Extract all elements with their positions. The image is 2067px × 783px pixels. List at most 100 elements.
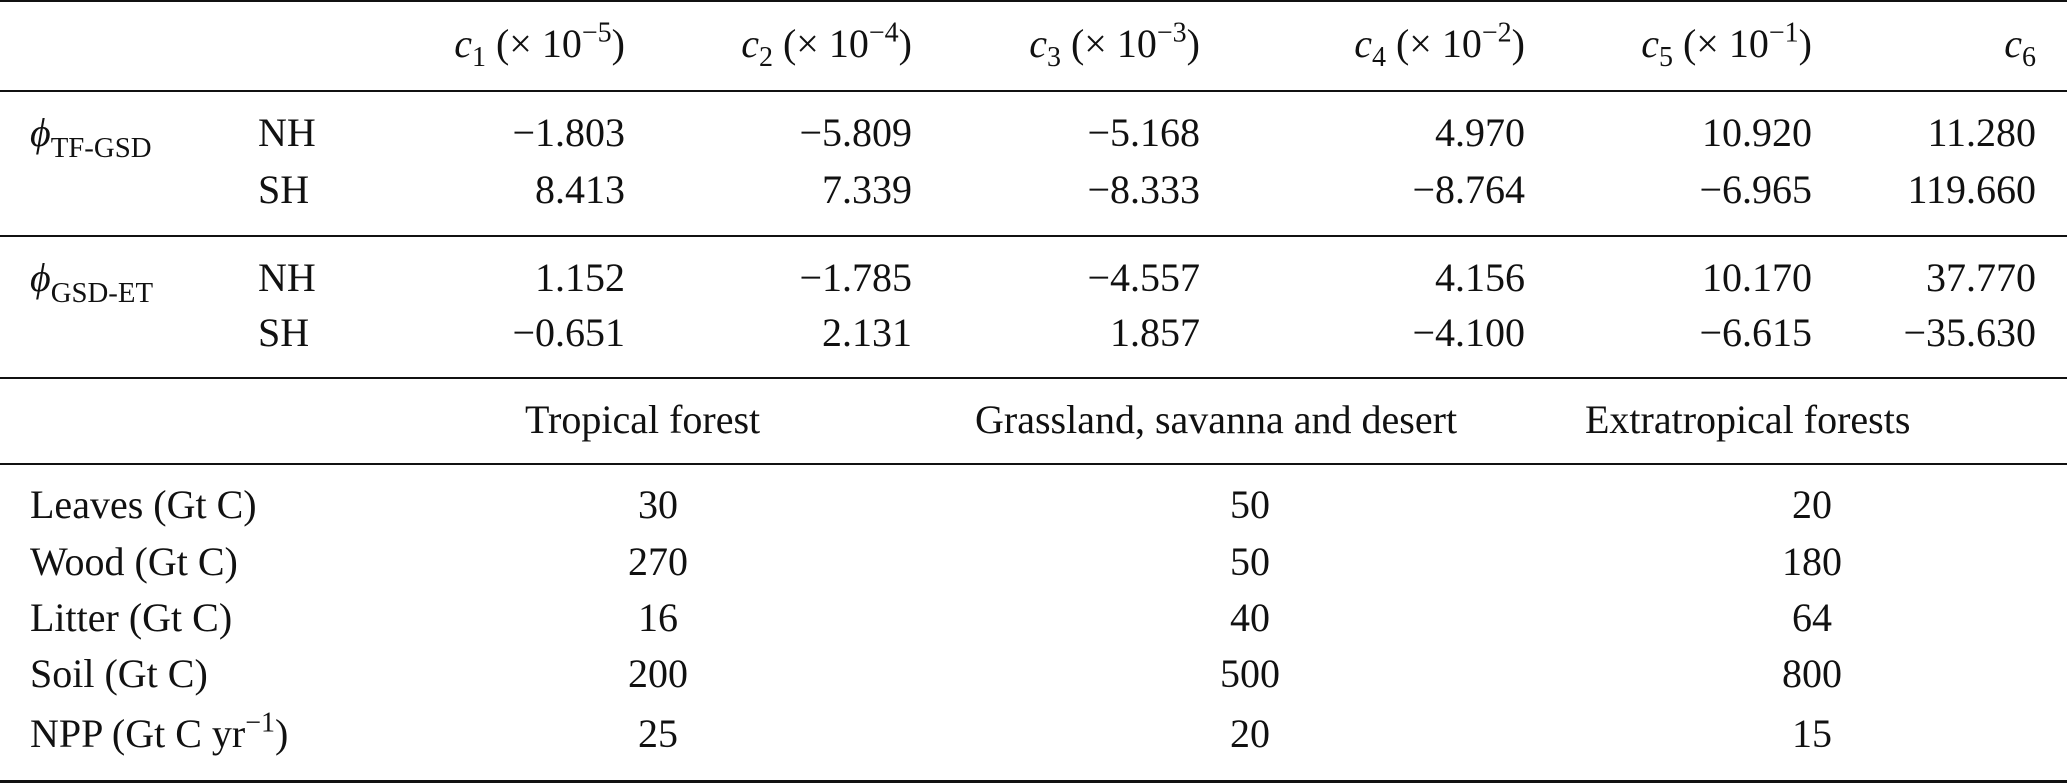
biome-value: 50 [1230, 482, 1270, 527]
scale-suffix: ) [1798, 21, 1812, 66]
coef-value: −0.651 [512, 310, 625, 355]
biome-value: 64 [1792, 595, 1832, 640]
scale-exponent: −1 [1768, 17, 1799, 49]
header-rule [0, 90, 2067, 92]
coef-symbol: c [2004, 21, 2022, 66]
label-suffix: ) [275, 711, 289, 756]
coef-symbol: c [1029, 21, 1047, 66]
section-divider-rule [0, 377, 2067, 379]
scale-prefix: (× 10 [485, 21, 582, 66]
biome-value: 500 [1220, 651, 1280, 696]
coef-value: 2.131 [822, 310, 912, 355]
biome-value: 800 [1782, 651, 1842, 696]
phi-subscript: TF-GSD [50, 131, 152, 164]
coef-value: 37.770 [1926, 255, 2036, 300]
biome-header-3: Extratropical forests [1585, 397, 1911, 442]
coef-value: −1.785 [799, 255, 912, 300]
coef-value: −6.965 [1699, 167, 1812, 212]
scale-prefix: (× 10 [1672, 21, 1769, 66]
coef-value: 7.339 [822, 167, 912, 212]
biome-row-label: Soil (Gt C) [30, 651, 208, 696]
coef-value: 10.920 [1702, 110, 1812, 155]
biome-row-label: Litter (Gt C) [30, 595, 233, 640]
hemisphere-label: SH [258, 167, 310, 212]
coef-value: 119.660 [1907, 167, 2036, 212]
scale-exponent: −3 [1156, 17, 1187, 49]
biome-value: 15 [1792, 711, 1832, 756]
coef-header-c4: c4 (× 10−2) [1354, 19, 1525, 71]
coef-value: −35.630 [1903, 310, 2036, 355]
coef-header-c1: c1 (× 10−5) [454, 19, 625, 71]
scale-suffix: ) [898, 21, 912, 66]
coef-value: 4.970 [1435, 110, 1525, 155]
coef-index: 3 [1046, 41, 1061, 73]
biome-row-label: NPP (Gt C yr−1) [30, 709, 289, 756]
coef-index: 5 [1658, 41, 1673, 73]
coef-value: −5.809 [799, 110, 912, 155]
coef-symbol: c [1641, 21, 1659, 66]
coef-index: 1 [471, 41, 486, 73]
scale-exponent: −4 [868, 17, 899, 49]
biome-value: 270 [628, 539, 688, 584]
biome-value: 25 [638, 711, 678, 756]
label-prefix: NPP (Gt C yr [30, 711, 246, 756]
coef-value: −4.100 [1412, 310, 1525, 355]
scale-prefix: (× 10 [1060, 21, 1157, 66]
coef-header-c5: c5 (× 10−1) [1641, 19, 1812, 71]
scale-prefix: (× 10 [772, 21, 869, 66]
phi-label-gsd-et: ϕGSD-ET [30, 255, 153, 308]
phi-subscript: GSD-ET [50, 276, 154, 309]
biome-value: 200 [628, 651, 688, 696]
biome-header-2: Grassland, savanna and desert [975, 397, 1458, 442]
biome-value: 40 [1230, 595, 1270, 640]
scale-suffix: ) [1511, 21, 1525, 66]
coef-symbol: c [1354, 21, 1372, 66]
label-exponent: −1 [245, 707, 276, 739]
coef-value: 1.152 [535, 255, 625, 300]
coef-header-c3: c3 (× 10−3) [1029, 19, 1200, 71]
coef-value: −5.168 [1087, 110, 1200, 155]
coef-value: −8.333 [1087, 167, 1200, 212]
hemisphere-label: NH [258, 255, 316, 300]
coef-value: −4.557 [1087, 255, 1200, 300]
scale-prefix: (× 10 [1385, 21, 1482, 66]
biome-header-1: Tropical forest [525, 397, 761, 442]
coef-header-c6: c6 [2004, 21, 2036, 72]
coef-value: −8.764 [1412, 167, 1525, 212]
biome-value: 20 [1230, 711, 1270, 756]
phi-symbol: ϕ [30, 255, 51, 300]
biome-header-rule [0, 463, 2067, 465]
scale-exponent: −2 [1481, 17, 1512, 49]
coef-index: 6 [2022, 41, 2036, 73]
scale-suffix: ) [611, 21, 625, 66]
coef-value: 1.857 [1110, 310, 1200, 355]
coef-value: 10.170 [1702, 255, 1812, 300]
bottom-rule [0, 780, 2067, 783]
coef-index: 4 [1371, 41, 1386, 73]
top-rule [0, 0, 2067, 2]
biome-value: 180 [1782, 539, 1842, 584]
hemisphere-label: SH [258, 310, 310, 355]
biome-value: 20 [1792, 482, 1832, 527]
coef-value: −6.615 [1699, 310, 1812, 355]
biome-row-label: Leaves (Gt C) [30, 482, 257, 527]
coef-value: 4.156 [1435, 255, 1525, 300]
coef-value: 11.280 [1927, 110, 2036, 155]
coef-symbol: c [454, 21, 472, 66]
scale-exponent: −5 [581, 17, 612, 49]
hemisphere-label: NH [258, 110, 316, 155]
group-divider-rule [0, 235, 2067, 237]
biome-value: 16 [638, 595, 678, 640]
biome-row-label: Wood (Gt C) [30, 539, 238, 584]
coef-value: −1.803 [512, 110, 625, 155]
coef-value: 8.413 [535, 167, 625, 212]
biome-value: 50 [1230, 539, 1270, 584]
phi-label-tf-gsd: ϕTF-GSD [30, 110, 152, 163]
coef-index: 2 [758, 41, 773, 73]
phi-symbol: ϕ [30, 110, 51, 155]
scale-suffix: ) [1186, 21, 1200, 66]
coef-header-c2: c2 (× 10−4) [741, 19, 912, 71]
biome-value: 30 [638, 482, 678, 527]
coef-symbol: c [741, 21, 759, 66]
